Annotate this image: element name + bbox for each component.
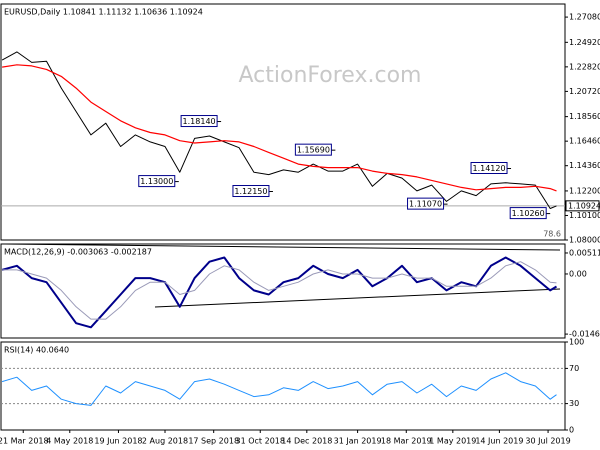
y-tick-label: 1.20720 <box>569 87 600 96</box>
macd-upper-trendline <box>4 243 561 251</box>
y-tick-label: 1.12200 <box>569 186 600 195</box>
panel-title: RSI(14) 40.0640 <box>4 346 69 355</box>
panel-frame <box>0 3 566 241</box>
y-tick-label: 1.14360 <box>569 161 600 170</box>
annotation-box <box>180 115 218 128</box>
y-tick-label: 1.27080 <box>569 13 600 22</box>
annotation-label: 1.11070 <box>409 200 442 209</box>
y-tick-label: 1.22820 <box>569 62 600 71</box>
annotation-box <box>407 197 445 210</box>
x-tick-label: 18 Mar 2019 <box>381 437 432 446</box>
x-tick-label: 21 Mar 2018 <box>0 437 49 446</box>
x-tick-label: 14 Jun 2019 <box>475 437 523 446</box>
x-tick-label: 30 Jul 2019 <box>525 437 570 446</box>
y-tick-label: 100 <box>569 338 584 347</box>
annotation-box <box>294 143 332 156</box>
annotation-box <box>470 161 508 174</box>
x-tick-label: 31 Oct 2018 <box>236 437 285 446</box>
y-tick-label: 0.005114 <box>569 248 600 257</box>
current-price-box <box>565 200 600 212</box>
y-tick-label: 0.00 <box>569 269 587 278</box>
y-tick-label: 1.08000 <box>569 236 600 245</box>
x-tick-label: 17 Sep 2018 <box>188 437 239 446</box>
y-tick-label: 1.24920 <box>569 38 600 47</box>
y-tick-label: -0.014647 <box>569 330 600 339</box>
x-tick-label: 4 May 2018 <box>46 437 93 446</box>
annotation-label: 1.13000 <box>140 177 173 186</box>
series-line <box>1 372 557 406</box>
series-line <box>2 261 557 320</box>
y-tick-label: 30 <box>569 399 579 408</box>
x-tick-label: 1 May 2019 <box>429 437 476 446</box>
fibonacci-note: 78.6 <box>543 230 561 239</box>
panel-frame <box>0 341 566 431</box>
current-price-label: 1.10924 <box>568 201 600 210</box>
y-tick-label: 0 <box>569 426 574 435</box>
x-tick-label: 31 Jan 2019 <box>334 437 382 446</box>
annotation-box <box>232 185 270 198</box>
series-line <box>1 51 557 209</box>
y-tick-label: 1.10100 <box>569 211 600 220</box>
x-tick-label: 19 Jun 2018 <box>94 437 142 446</box>
series-line <box>2 64 557 192</box>
annotation-label: 1.18140 <box>183 117 216 126</box>
watermark: ActionForex.com <box>239 63 422 88</box>
y-tick-label: 1.16460 <box>569 137 600 146</box>
annotation-label: 1.12150 <box>234 187 267 196</box>
macd-lower-trendline <box>154 288 561 308</box>
annotation-label: 1.14120 <box>472 164 505 173</box>
y-tick-label: 70 <box>569 364 579 373</box>
annotation-label: 1.10260 <box>512 209 545 218</box>
x-tick-label: 14 Dec 2018 <box>281 437 332 446</box>
panel-title: EURUSD,Daily 1.10841 1.11132 1.10636 1.1… <box>4 8 203 17</box>
annotation-box <box>138 175 176 188</box>
y-tick-label: 1.18560 <box>569 112 600 121</box>
x-tick-label: 2 Aug 2018 <box>142 437 188 446</box>
panel-frame <box>0 243 566 339</box>
annotation-label: 1.15690 <box>297 146 330 155</box>
series-line <box>1 256 558 329</box>
panel-title: MACD(12,26,9) -0.003063 -0.002187 <box>4 248 152 257</box>
annotation-box <box>509 207 547 220</box>
